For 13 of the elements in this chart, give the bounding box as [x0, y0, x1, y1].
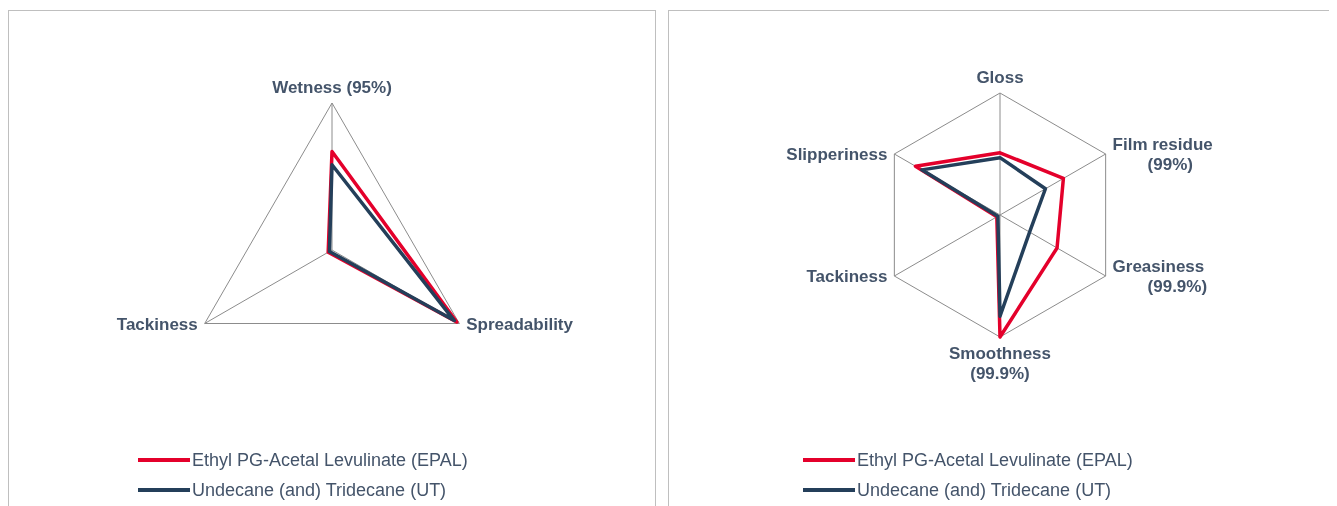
- spoke-label: Tackiness: [116, 314, 198, 334]
- legend-label: Ethyl PG-Acetal Levulinate (EPAL): [857, 450, 1133, 470]
- spoke-label: Film residue (99%): [1112, 135, 1213, 174]
- spoke-label: Smoothness (99.9%): [948, 344, 1052, 383]
- legend-label: Undecane (and) Tridecane (UT): [857, 480, 1112, 500]
- legend-label: Ethyl PG-Acetal Levulinate (EPAL): [192, 450, 468, 470]
- spoke-label: Gloss: [976, 68, 1024, 87]
- spoke-label: Slipperiness: [786, 145, 888, 164]
- spoke-label: Greasiness (99.9%): [1112, 257, 1208, 296]
- spoke-label: Tackiness: [806, 267, 888, 286]
- spoke-label: Spreadability: [466, 314, 574, 334]
- spoke-label: Wetness (95%): [272, 78, 392, 97]
- legend-label: Undecane (and) Tridecane (UT): [192, 480, 447, 500]
